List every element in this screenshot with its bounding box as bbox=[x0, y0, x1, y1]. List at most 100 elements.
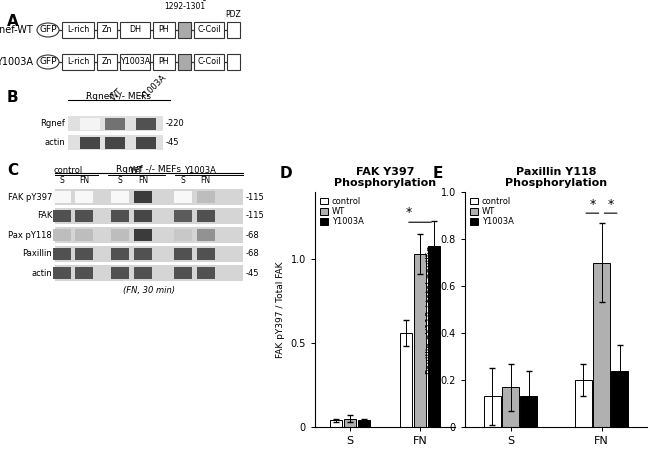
Legend: control, WT, Y1003A: control, WT, Y1003A bbox=[319, 196, 365, 228]
Text: FAK pY397: FAK pY397 bbox=[8, 193, 52, 202]
Bar bbox=[62, 54, 94, 70]
Text: PH: PH bbox=[159, 25, 169, 34]
Bar bbox=[97, 54, 117, 70]
Bar bbox=[111, 267, 129, 279]
Text: FN: FN bbox=[79, 176, 89, 185]
Ellipse shape bbox=[37, 23, 59, 37]
Bar bbox=[178, 54, 191, 70]
Bar bbox=[134, 210, 152, 222]
Text: *: * bbox=[590, 198, 595, 211]
Legend: control, WT, Y1003A: control, WT, Y1003A bbox=[469, 196, 514, 228]
Text: Y1003A: Y1003A bbox=[120, 58, 150, 67]
Bar bbox=[521, 396, 537, 427]
Text: *: * bbox=[406, 206, 412, 219]
Bar bbox=[227, 22, 240, 38]
Bar bbox=[68, 135, 163, 150]
Text: -45: -45 bbox=[166, 138, 179, 147]
Text: Y1003A: Y1003A bbox=[184, 166, 216, 175]
Text: -68: -68 bbox=[246, 250, 260, 259]
Text: GFP: GFP bbox=[39, 58, 57, 67]
Bar bbox=[153, 22, 175, 38]
Text: A: A bbox=[7, 14, 19, 29]
Bar bbox=[358, 420, 370, 427]
Bar bbox=[120, 54, 150, 70]
Text: E: E bbox=[432, 166, 443, 181]
Bar bbox=[136, 118, 156, 129]
Text: Rgnef: Rgnef bbox=[40, 119, 65, 128]
Bar bbox=[174, 191, 192, 203]
Bar bbox=[197, 267, 215, 279]
Bar bbox=[80, 118, 100, 129]
Bar bbox=[593, 262, 610, 427]
Bar bbox=[62, 22, 94, 38]
Bar bbox=[55, 208, 243, 224]
Text: S: S bbox=[118, 176, 122, 185]
Y-axis label: FAK pY397 / Total FAK: FAK pY397 / Total FAK bbox=[276, 261, 285, 358]
Bar bbox=[197, 248, 215, 261]
Text: Rgnef -/- MEFs: Rgnef -/- MEFs bbox=[86, 92, 151, 101]
Text: L-rich: L-rich bbox=[67, 58, 89, 67]
Text: GFP: GFP bbox=[39, 25, 57, 34]
Text: Y1003A: Y1003A bbox=[138, 73, 168, 102]
Text: -: - bbox=[84, 93, 92, 102]
Bar bbox=[197, 228, 215, 241]
Bar bbox=[194, 54, 224, 70]
Bar bbox=[330, 420, 343, 427]
Text: FN: FN bbox=[200, 176, 210, 185]
Text: (FN, 30 min): (FN, 30 min) bbox=[123, 286, 175, 295]
Text: D: D bbox=[280, 166, 292, 181]
Text: B: B bbox=[7, 90, 19, 105]
Bar bbox=[97, 22, 117, 38]
Bar bbox=[174, 228, 192, 241]
Bar bbox=[80, 136, 100, 149]
Bar bbox=[105, 136, 125, 149]
Text: WT: WT bbox=[109, 86, 124, 102]
Bar bbox=[136, 136, 156, 149]
Text: -115: -115 bbox=[246, 211, 265, 220]
Bar bbox=[484, 396, 500, 427]
Text: C: C bbox=[7, 163, 18, 178]
Text: PDZ: PDZ bbox=[226, 10, 241, 19]
Bar bbox=[194, 22, 224, 38]
Bar bbox=[75, 210, 93, 222]
Text: Zn: Zn bbox=[102, 25, 112, 34]
Text: FN: FN bbox=[138, 176, 148, 185]
Bar bbox=[134, 248, 152, 261]
Bar bbox=[174, 210, 192, 222]
Text: FAK binding
1292-1301: FAK binding 1292-1301 bbox=[162, 0, 207, 11]
Bar bbox=[120, 22, 150, 38]
Bar bbox=[134, 191, 152, 203]
Text: L-rich: L-rich bbox=[67, 25, 89, 34]
Text: -68: -68 bbox=[246, 230, 260, 239]
Bar bbox=[575, 380, 592, 427]
Bar bbox=[502, 387, 519, 427]
Bar bbox=[400, 333, 413, 427]
Y-axis label: Paxillin pY118 / total paxillin: Paxillin pY118 / total paxillin bbox=[426, 245, 435, 374]
Bar bbox=[111, 248, 129, 261]
Bar bbox=[178, 22, 191, 38]
Text: S: S bbox=[181, 176, 185, 185]
Title: FAK Y397
Phosphorylation: FAK Y397 Phosphorylation bbox=[334, 167, 436, 188]
Text: Zn: Zn bbox=[102, 58, 112, 67]
Text: C-Coil: C-Coil bbox=[197, 25, 221, 34]
Bar bbox=[111, 228, 129, 241]
Bar bbox=[105, 118, 125, 129]
Text: S: S bbox=[60, 176, 64, 185]
Bar bbox=[55, 227, 243, 243]
Bar bbox=[75, 228, 93, 241]
Text: actin: actin bbox=[44, 138, 65, 147]
Bar bbox=[174, 248, 192, 261]
Bar bbox=[55, 189, 243, 205]
Bar bbox=[75, 267, 93, 279]
Title: Paxillin Y118
Phosphorylation: Paxillin Y118 Phosphorylation bbox=[505, 167, 607, 188]
Bar bbox=[55, 246, 243, 262]
Text: Y1003A: Y1003A bbox=[0, 57, 33, 67]
Bar bbox=[111, 210, 129, 222]
Text: PH: PH bbox=[159, 58, 169, 67]
Text: DH: DH bbox=[129, 25, 141, 34]
Text: *: * bbox=[608, 198, 614, 211]
Text: control: control bbox=[53, 166, 83, 175]
Text: -45: -45 bbox=[246, 269, 259, 278]
Bar bbox=[134, 267, 152, 279]
Bar bbox=[344, 419, 356, 427]
